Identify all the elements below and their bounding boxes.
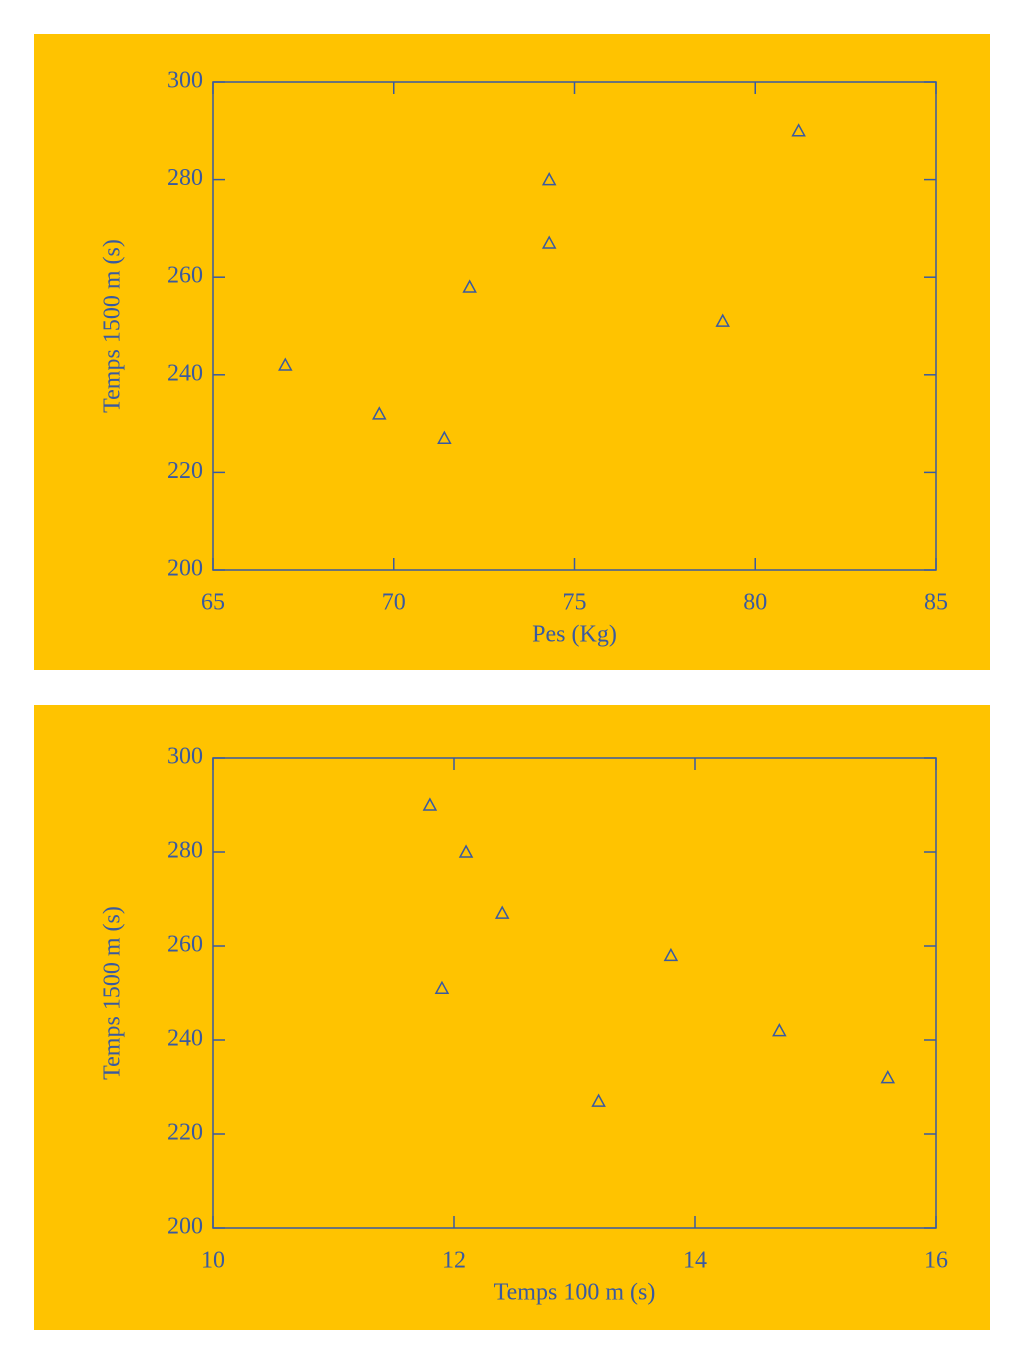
point [791,123,806,137]
point [278,357,293,371]
point [541,172,557,186]
x-tick-label: 80 [743,590,767,616]
y-tick-label: 240 [167,360,203,386]
y-tick-label: 280 [167,838,203,864]
point [422,797,438,811]
x-tick-label: 65 [201,590,225,616]
point [591,1093,606,1107]
x-axis-label: Pes (Kg) [532,622,617,648]
x-tick-label: 10 [201,1248,225,1274]
point [715,313,730,327]
point [541,235,557,249]
y-tick-label: 220 [167,458,203,484]
y-tick-label: 300 [167,68,203,94]
x-axis-label: Temps 100 m (s) [494,1280,656,1306]
y-tick-label: 260 [167,932,203,958]
y-tick-label: 200 [167,1214,203,1240]
y-tick-label: 200 [167,556,203,582]
point [434,980,450,995]
x-tick-label: 16 [924,1248,948,1274]
point [462,279,477,293]
y-tick-label: 300 [167,744,203,770]
point [772,1023,787,1037]
y-axis-label: Temps 1500 m (s) [100,906,126,1080]
plot-frame [212,757,937,1229]
x-tick-label: 85 [924,590,948,616]
y-tick-label: 220 [167,1120,203,1146]
point [663,947,679,962]
chart-background [34,34,990,670]
chart: 200 220 240 260 280 300 65 70 75 80 85 Pes (Kg) Temp… [34,34,990,670]
x-tick-label: 70 [382,590,406,616]
y-axis-label: Temps 1500 m (s) [100,239,126,413]
x-tick-label: 12 [442,1248,466,1274]
point [458,844,474,858]
y-tick-label: 280 [167,165,203,191]
point [372,406,387,420]
y-tick-label: 260 [167,263,203,289]
chart-background [34,705,990,1330]
point [880,1070,896,1084]
y-tick-label: 240 [167,1026,203,1052]
x-tick-label: 14 [683,1248,707,1274]
point [437,430,452,444]
x-tick-label: 75 [563,590,587,616]
point [494,905,510,919]
chart: 200 220 240 260 280 300 10 12 14 16 Temps 100 m (s… [34,705,990,1330]
